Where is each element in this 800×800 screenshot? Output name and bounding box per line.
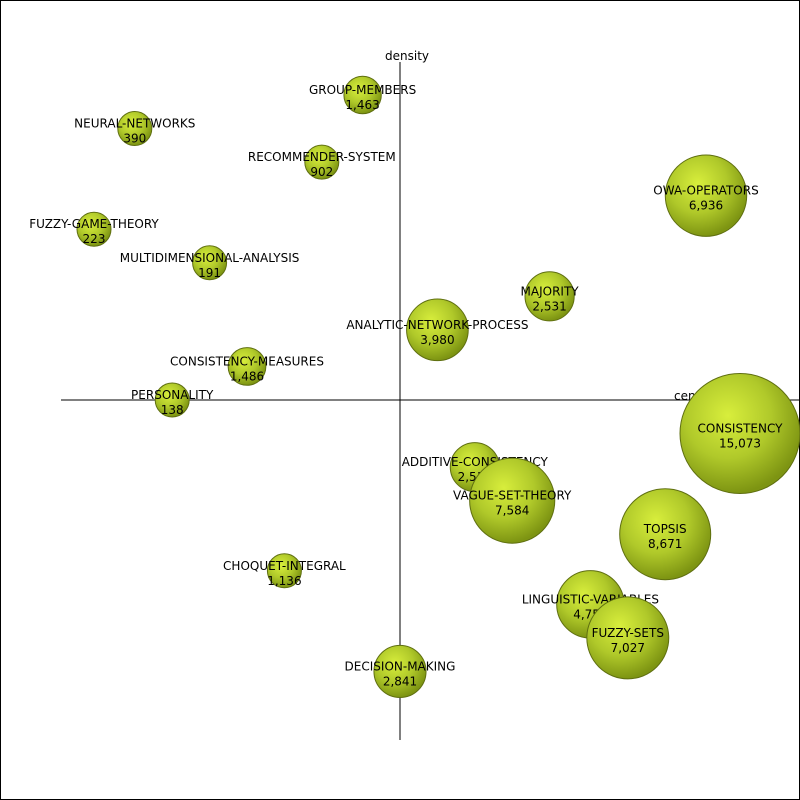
bubble-value: 191	[198, 266, 221, 280]
bubble-value: 3,980	[420, 333, 454, 347]
vertical-axis-label: density	[385, 49, 429, 63]
bubble-consistency-measures[interactable]	[227, 347, 267, 386]
bubble-label: GROUP-MEMBERS	[309, 83, 416, 97]
bubble-label: CONSISTENCY-MEASURES	[170, 354, 324, 368]
bubble-value: 8,671	[648, 537, 682, 551]
bubble-label: TOPSIS	[643, 522, 687, 536]
bubble-value: 2,841	[383, 674, 417, 688]
bubble-consistency[interactable]	[679, 373, 800, 495]
bubble-label: FUZZY-SETS	[592, 626, 664, 640]
bubble-label: CONSISTENCY	[698, 422, 784, 436]
bubble-label: MAJORITY	[521, 284, 580, 298]
bubble-value: 1,136	[267, 574, 301, 588]
bubble-owa-operators[interactable]	[664, 154, 748, 237]
bubble-fuzzy-game-theory[interactable]	[76, 211, 112, 247]
bubble-choquet-integral[interactable]	[266, 553, 302, 589]
bubble-label: VAGUE-SET-THEORY	[453, 489, 572, 503]
bubble-decision-making[interactable]	[373, 644, 427, 698]
bubble-majority[interactable]	[524, 271, 575, 322]
bubble-value: 1,486	[230, 369, 264, 383]
bubble-vague-set-theory[interactable]	[469, 457, 556, 544]
bubble-label: FUZZY-GAME-THEORY	[29, 217, 159, 231]
bubble-personality[interactable]	[154, 382, 190, 418]
bubble-label: DECISION-MAKING	[345, 659, 456, 673]
bubble-value: 6,936	[689, 199, 723, 213]
bubble-label: NEURAL-NETWORKS	[74, 117, 195, 131]
bubble-recommender-system[interactable]	[304, 144, 340, 180]
bubble-value: 223	[83, 232, 106, 246]
bubble-fuzzy-sets[interactable]	[586, 596, 670, 680]
bubble-analytic-network-process[interactable]	[406, 298, 469, 362]
bubble-value: 15,073	[719, 437, 761, 451]
bubble-label: ANALYTIC-NETWORK-PROCESS	[346, 318, 528, 332]
bubble-label: RECOMMENDER-SYSTEM	[248, 150, 396, 164]
bubble-value: 7,027	[611, 641, 645, 655]
bubble-label: MULTIDIMENSIONAL-ANALYSIS	[120, 251, 300, 265]
bubble-value: 902	[310, 165, 333, 179]
bubble-label: CHOQUET-INTEGRAL	[223, 559, 346, 573]
bubble-value: 1,463	[345, 98, 379, 112]
bubble-label: PERSONALITY	[131, 388, 214, 402]
bubble-value: 2,531	[532, 299, 566, 313]
bubble-label: OWA-OPERATORS	[653, 184, 758, 198]
bubble-group-members[interactable]	[343, 75, 382, 115]
bubble-neural-networks[interactable]	[117, 111, 153, 147]
bubble-value: 390	[123, 132, 146, 146]
bubble-topsis[interactable]	[619, 488, 712, 581]
bubble-value: 7,584	[495, 504, 529, 518]
bubble-multidimensional-analysis[interactable]	[192, 245, 228, 281]
bubble-value: 138	[161, 403, 184, 417]
